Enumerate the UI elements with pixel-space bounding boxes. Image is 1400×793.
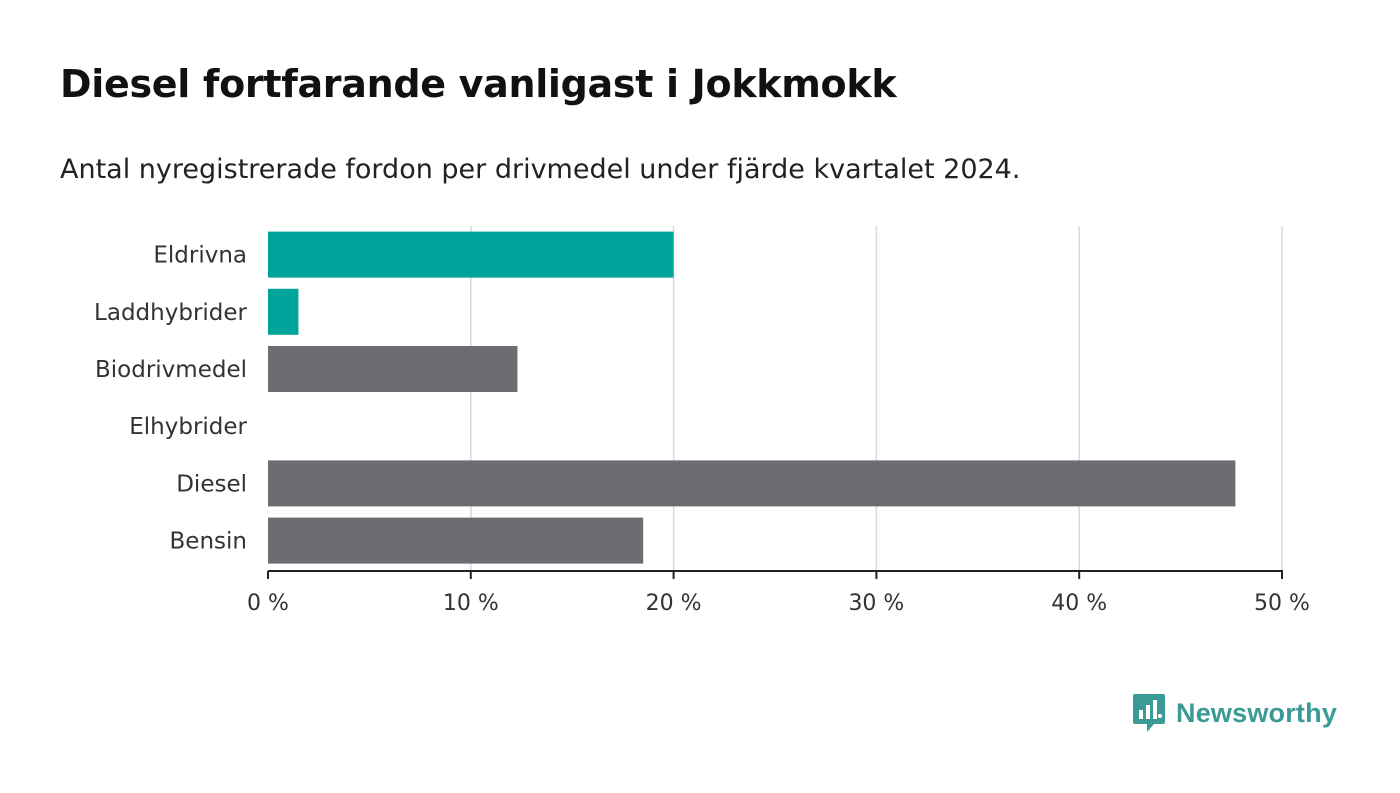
category-labels: Eldrivna Laddhybrider Biodrivmedel Elhybrid… <box>94 243 247 555</box>
bar <box>268 346 518 392</box>
category-label: Biodrivmedel <box>95 357 247 383</box>
x-tick-label: 30 % <box>848 591 904 616</box>
x-tick-label: 40 % <box>1051 591 1107 616</box>
bar <box>268 288 299 335</box>
x-tick-label: 20 % <box>646 591 702 616</box>
x-tick-label: 10 % <box>443 591 499 616</box>
bar <box>268 231 674 278</box>
category-label: Eldrivna <box>153 243 247 269</box>
bar <box>268 460 1236 507</box>
x-axis: 0 % 10 % 20 % 30 % 40 % 50 % <box>247 570 1310 616</box>
category-label: Laddhybrider <box>94 300 247 326</box>
x-tick-label: 50 % <box>1254 591 1310 616</box>
brand-name: Newsworthy <box>1176 697 1338 728</box>
chart-subtitle: Antal nyregistrerade fordon per drivmede… <box>60 154 1021 185</box>
bars <box>268 231 1236 564</box>
newsworthy-logo: Newsworthy <box>1132 693 1337 733</box>
category-label: Bensin <box>170 529 247 555</box>
newsworthy-logo-icon <box>1133 694 1165 732</box>
bar <box>268 517 644 564</box>
x-tick-label: 0 % <box>247 591 289 616</box>
chart-title: Diesel fortfarande vanligast i Jokkmokk <box>60 62 897 106</box>
gridlines <box>470 226 1283 571</box>
category-label: Elhybrider <box>129 414 247 440</box>
category-label: Diesel <box>176 471 247 497</box>
